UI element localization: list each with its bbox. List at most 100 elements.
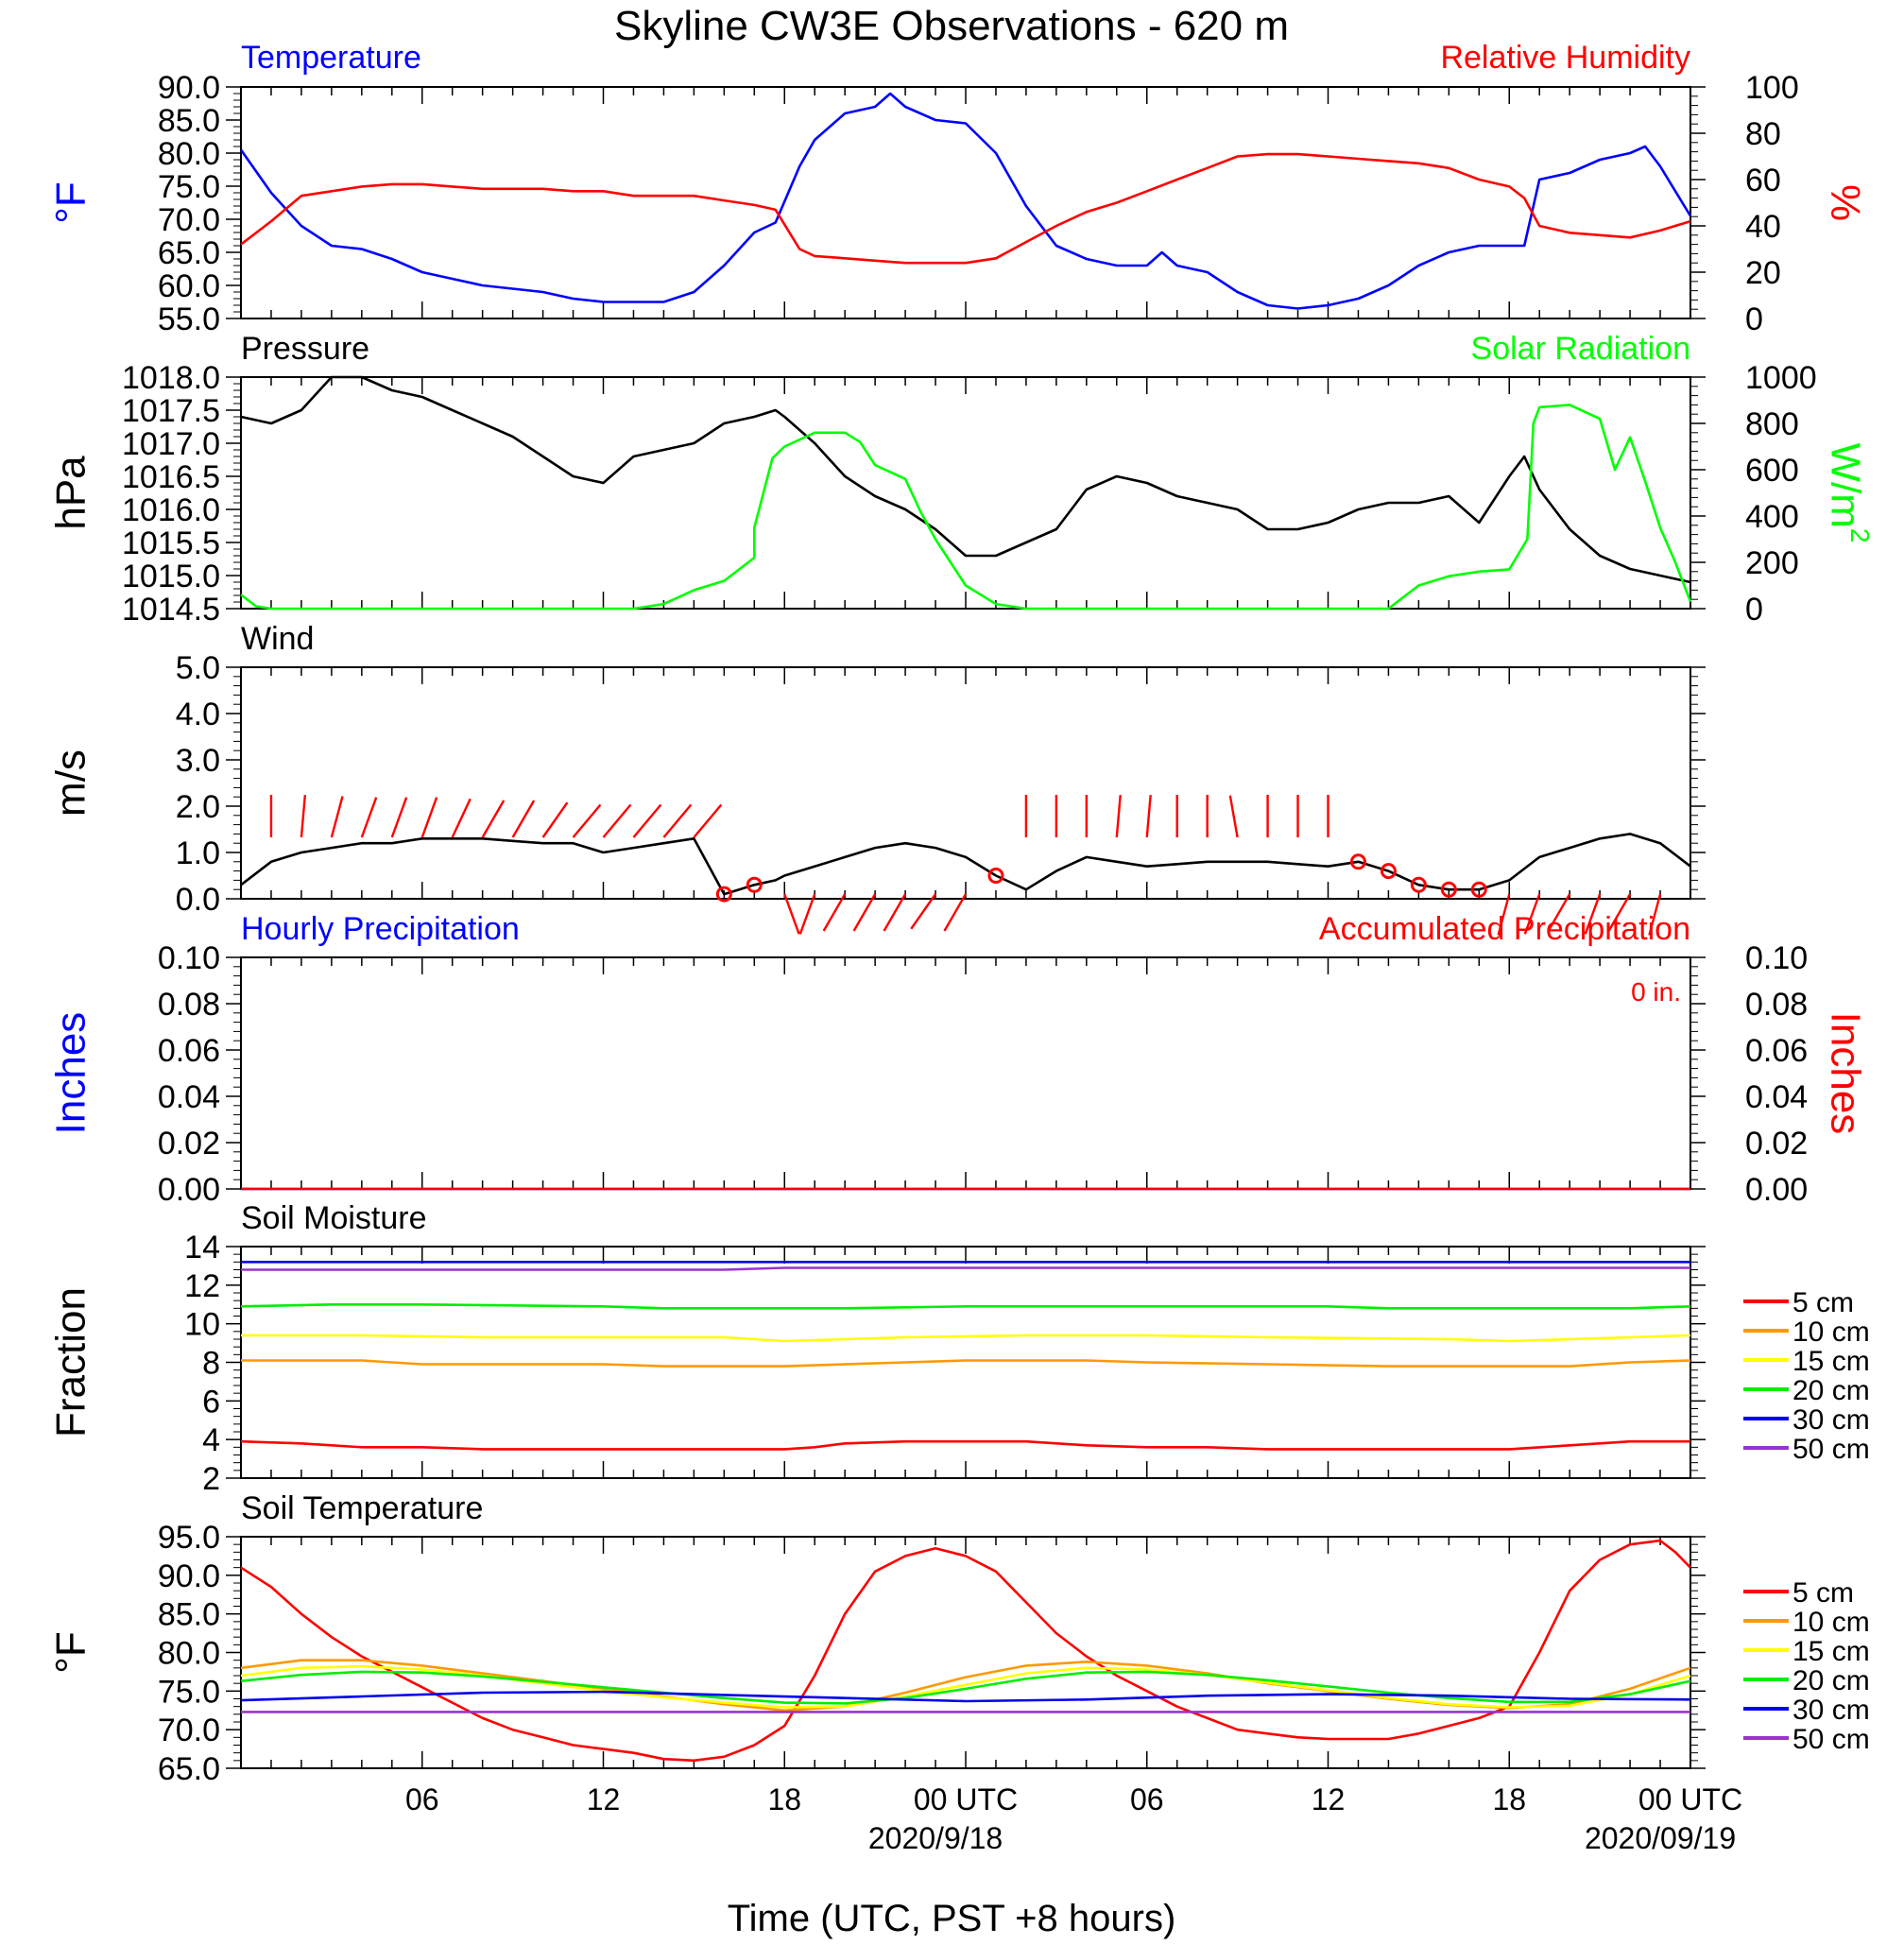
- y-tick-label-left: 85.0: [158, 103, 220, 139]
- y-tick-label-left: 1015.5: [122, 525, 220, 561]
- calm-wind-circle: [1380, 863, 1397, 880]
- wind-barb: [883, 893, 907, 932]
- panel-4: 0.10 0.08 0.06 0.04 0.02 0.00 0.10 0.08 0.06 0.04…: [48, 911, 1869, 1208]
- x-date-label: 2020/09/19: [1585, 1821, 1736, 1855]
- legend-label: 15 cm: [1793, 1346, 1870, 1377]
- series-line-pressure: [240, 375, 1691, 584]
- series-line-20-cm: [240, 1670, 1691, 1705]
- wind-barb: [572, 803, 602, 838]
- panel-title-left: Pressure: [241, 331, 369, 367]
- y-tick-label-left: 0.10: [158, 940, 220, 976]
- x-tick-label: 00 UTC: [914, 1782, 1018, 1816]
- panel-title-right: Accumulated Precipitation: [1319, 911, 1690, 947]
- series-line-5-cm: [240, 1539, 1691, 1763]
- y-axis-label-right: W/m2: [1822, 443, 1874, 543]
- wind-barb: [330, 796, 344, 838]
- plot-frame: [240, 1246, 1691, 1479]
- y-tick-label-left: 6: [202, 1384, 220, 1420]
- figure-title: Skyline CW3E Observations - 620 m: [614, 3, 1289, 49]
- y-tick-label-left: 90.0: [158, 1558, 220, 1594]
- y-axis-label-right: Inches: [1822, 1012, 1868, 1135]
- series-line-30-cm: [240, 1690, 1691, 1703]
- y-tick-label-left: 60.0: [158, 268, 220, 304]
- plot-frame: [240, 666, 1691, 900]
- y-tick-label-left: 1015.0: [122, 559, 220, 594]
- y-tick-label-left: 75.0: [158, 169, 220, 205]
- x-date-label: 2020/9/18: [868, 1821, 1003, 1855]
- y-axis-label-left: Inches: [48, 1012, 94, 1135]
- y-tick-label-right: 0.00: [1745, 1172, 1808, 1208]
- y-axis-label-left: °F: [48, 181, 94, 223]
- wind-barb: [798, 893, 816, 935]
- panel-title-left: Temperature: [241, 40, 421, 76]
- x-tick-label: 06: [405, 1782, 439, 1816]
- panel-6: 95.090.085.080.075.070.065.0 Soil Tempera…: [48, 1490, 1870, 1787]
- y-tick-label-left: 1017.5: [122, 393, 220, 429]
- series-line-10-cm: [241, 1359, 1691, 1368]
- y-tick-label-left: 85.0: [158, 1597, 220, 1633]
- y-tick-label-left: 70.0: [158, 1713, 220, 1748]
- wind-barb: [602, 803, 632, 838]
- y-tick-label-left: 1017.0: [122, 426, 220, 462]
- y-tick-label-left: 4.0: [176, 697, 220, 732]
- y-tick-label-right: 0: [1745, 301, 1763, 337]
- y-tick-label-left: 1016.0: [122, 492, 220, 528]
- wind-barb: [451, 798, 472, 838]
- y-tick-label-right: 0.04: [1745, 1079, 1808, 1115]
- wind-barbs: [269, 795, 1662, 936]
- calm-wind-circle: [746, 876, 763, 893]
- wind-barb: [693, 803, 723, 838]
- y-axis-label-left: Fraction: [48, 1287, 94, 1437]
- calm-wind-circle: [1349, 853, 1366, 870]
- y-tick-label-right: 600: [1745, 453, 1799, 489]
- y-tick-label-right: 0.10: [1745, 940, 1808, 976]
- y-tick-label-left: 1.0: [176, 835, 220, 871]
- y-tick-label-left: 0.06: [158, 1033, 220, 1069]
- panel-1: 90.085.080.075.070.065.060.055.0 100 80 60 4…: [48, 40, 1869, 337]
- panel-title-left: Wind: [241, 621, 314, 657]
- plot-frame: [240, 1536, 1691, 1769]
- wind-barb: [1523, 893, 1541, 935]
- y-tick-label-left: 2.0: [176, 789, 220, 825]
- y-tick-label-left: 10: [184, 1307, 220, 1343]
- y-axis-label-left: °F: [48, 1631, 94, 1673]
- series-line-50-cm: [241, 1266, 1690, 1271]
- wind-barb: [662, 803, 693, 838]
- y-tick-label-right: 1000: [1745, 360, 1817, 396]
- y-axis-label-right: %: [1822, 184, 1868, 221]
- legend-label: 30 cm: [1793, 1404, 1870, 1436]
- y-tick-label-right: 0: [1745, 592, 1763, 628]
- calm-wind-circle: [1440, 881, 1457, 898]
- wind-barb: [1584, 893, 1602, 935]
- plot-frame: [240, 86, 1691, 319]
- wind-barb: [910, 893, 937, 930]
- y-tick-label-right: 80: [1745, 116, 1781, 152]
- calm-wind-circle: [987, 868, 1004, 884]
- series-line-5-cm: [240, 1439, 1690, 1451]
- legend-label: 20 cm: [1793, 1375, 1870, 1406]
- x-axis-label: Time (UTC, PST +8 hours): [728, 1898, 1176, 1939]
- plot-frame: [240, 956, 1691, 1190]
- series-line-wind-speed: [240, 833, 1691, 896]
- wind-barb: [1228, 795, 1239, 838]
- y-tick-label-left: 3.0: [176, 743, 220, 779]
- accum-annotation: 0 in.: [1631, 977, 1681, 1007]
- wind-barb: [632, 803, 662, 838]
- wind-barb: [1648, 893, 1662, 936]
- x-tick-label: 00 UTC: [1638, 1782, 1742, 1816]
- y-tick-label-right: 800: [1745, 406, 1799, 442]
- series-line-15-cm: [241, 1334, 1691, 1343]
- wind-barb: [360, 797, 378, 838]
- y-tick-label-left: 0.02: [158, 1126, 220, 1162]
- x-tick-label: 18: [767, 1782, 801, 1816]
- y-tick-label-left: 0.04: [158, 1079, 220, 1115]
- y-tick-label-left: 2: [202, 1461, 220, 1497]
- legend-label: 50 cm: [1793, 1434, 1870, 1465]
- y-tick-label-left: 55.0: [158, 301, 220, 337]
- y-tick-label-right: 400: [1745, 499, 1799, 535]
- legend-label: 10 cm: [1793, 1317, 1870, 1348]
- y-tick-label-right: 200: [1745, 545, 1799, 581]
- y-tick-label-right: 20: [1745, 255, 1781, 291]
